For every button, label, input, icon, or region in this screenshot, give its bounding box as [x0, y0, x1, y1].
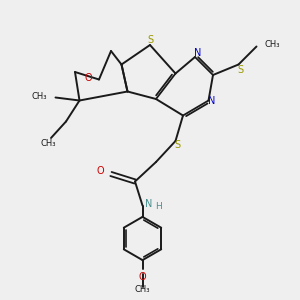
Text: O: O [97, 166, 104, 176]
Text: S: S [237, 65, 243, 75]
Text: H: H [155, 202, 161, 211]
Text: S: S [148, 34, 154, 45]
Text: CH₃: CH₃ [32, 92, 47, 101]
Text: N: N [194, 48, 202, 59]
Text: S: S [174, 140, 180, 150]
Text: CH₃: CH₃ [265, 40, 280, 49]
Text: N: N [146, 199, 153, 209]
Text: O: O [139, 272, 146, 282]
Text: CH₃: CH₃ [40, 140, 56, 148]
Text: O: O [85, 73, 92, 83]
Text: N: N [208, 96, 216, 106]
Text: CH₃: CH₃ [135, 285, 150, 294]
